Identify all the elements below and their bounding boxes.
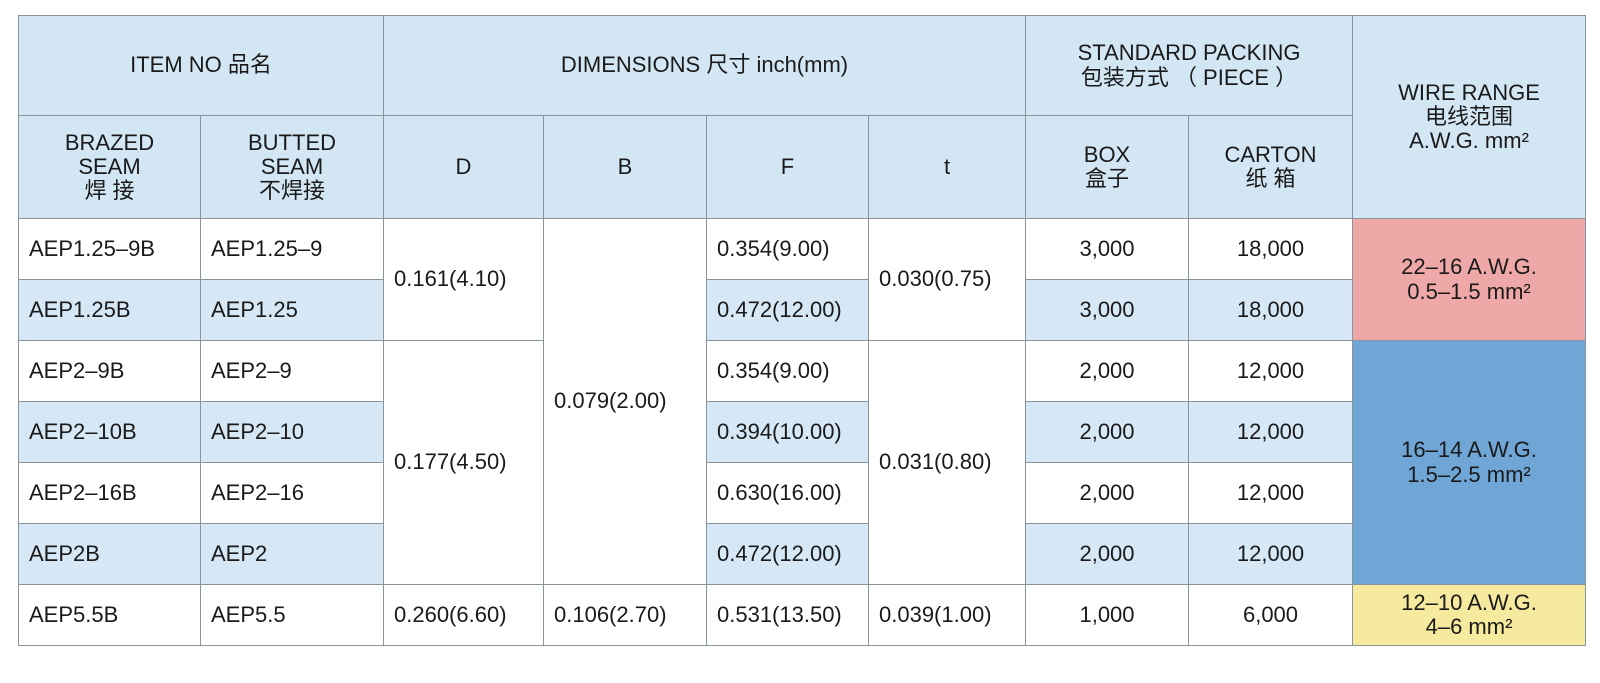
header-cell: B [543, 115, 707, 219]
cell: 3,000 [1025, 279, 1189, 341]
cell: 0.030(0.75) [868, 218, 1026, 341]
header-text: 盒子 [1084, 166, 1129, 191]
table-row: AEP2–9B AEP2–9 0.177(4.50) 0.354(9.00) 0.031… [18, 340, 1587, 585]
cell: AEP5.5 [200, 584, 384, 646]
header-cell: CARTON 纸 箱 [1187, 115, 1354, 219]
header-text: WIRE RANGE [1398, 79, 1540, 105]
cell: 0.031(0.80) [868, 340, 1026, 585]
cell: 12,000 [1187, 462, 1354, 524]
cell: AEP1.25 [200, 279, 384, 341]
header-cell: D [383, 115, 544, 219]
cell: 18,000 [1187, 279, 1354, 341]
header-text: BOX [1083, 141, 1131, 167]
table-row: AEP2–16B AEP2–16 0.630(16.00) 2,000 12,000 [18, 462, 1586, 524]
cell: 2,000 [1025, 523, 1189, 585]
wire-text: 1.5–2.5 mm² [1407, 461, 1531, 487]
table-body: AEP1.25–9B AEP1.25–9 0.161(4.10) 0.079(2.00… [18, 218, 1587, 646]
cell: 3,000 [1025, 218, 1189, 280]
cell: 0.079(2.00) [543, 218, 707, 585]
header-text: 包装方式 （ PIECE ） [1080, 64, 1298, 90]
cell: AEP5.5B [18, 584, 201, 646]
cell: AEP1.25–9B [18, 218, 201, 280]
header-cell: WIRE RANGE 电线范围 A.W.G. mm² [1352, 15, 1587, 219]
wire-cell: 22–16 A.W.G. 0.5–1.5 mm² [1352, 218, 1587, 341]
table-row: AEP2B AEP2 0.472(12.00) 2,000 12,000 [18, 523, 1586, 585]
header-cell: BRAZED SEAM 焊 接 [18, 115, 201, 219]
cell: 0.161(4.10) [383, 218, 544, 341]
wire-text: 0.5–1.5 mm² [1407, 278, 1531, 304]
cell: 0.354(9.00) [706, 340, 869, 402]
cell: 0.039(1.00) [868, 584, 1026, 646]
product-table: ITEM NO 品名 DIMENSIONS 尺寸 inch(mm) STANDA… [18, 15, 1587, 646]
cell: 0.472(12.00) [706, 523, 869, 585]
cell: 12,000 [1187, 523, 1354, 585]
cell: AEP1.25B [18, 279, 201, 341]
cell: 2,000 [1025, 462, 1189, 524]
cell: AEP2–16 [200, 462, 384, 524]
wire-text: 22–16 A.W.G. [1401, 254, 1537, 280]
cell: AEP2–9B [18, 340, 201, 402]
wire-cell: 12–10 A.W.G. 4–6 mm² [1352, 584, 1587, 646]
cell: 0.106(2.70) [543, 584, 707, 646]
header-cell: F [706, 115, 869, 219]
wire-cell: 16–14 A.W.G. 1.5–2.5 mm² [1352, 340, 1587, 585]
cell: AEP2–9 [200, 340, 384, 402]
header-text: A.W.G. mm² [1409, 128, 1529, 154]
header-text: BUTTED [248, 129, 336, 155]
header-text: 焊 接 [84, 178, 135, 204]
cell: 0.531(13.50) [706, 584, 869, 646]
header-text: CARTON [1224, 141, 1317, 167]
cell: 0.354(9.00) [706, 218, 869, 280]
cell: 0.260(6.60) [383, 584, 544, 646]
wire-text: 16–14 A.W.G. [1401, 437, 1537, 463]
header-text: 电线范围 [1425, 103, 1514, 129]
cell: AEP2–16B [18, 462, 201, 524]
header-cell: STANDARD PACKING 包装方式 （ PIECE ） [1024, 15, 1354, 116]
cell: 18,000 [1187, 218, 1354, 280]
header-text: BRAZED [64, 129, 155, 155]
cell: 0.630(16.00) [706, 462, 869, 524]
cell: AEP1.25–9 [200, 218, 384, 280]
cell: AEP2–10 [200, 401, 384, 463]
cell: 2,000 [1025, 340, 1189, 402]
cell: AEP2 [200, 523, 384, 585]
wire-text: 12–10 A.W.G. [1401, 589, 1537, 615]
header-text: SEAM [78, 153, 141, 179]
cell: 0.177(4.50) [383, 340, 544, 585]
table-row: AEP2–10B AEP2–10 0.394(10.00) 2,000 12,000 [18, 401, 1586, 463]
header-text: SEAM [260, 153, 324, 179]
header-cell: ITEM NO 品名 [18, 15, 384, 116]
table-row: AEP5.5B AEP5.5 0.260(6.60) 0.106(2.70) 0.531… [18, 584, 1587, 646]
cell: 0.472(12.00) [706, 279, 869, 341]
header-cell: DIMENSIONS 尺寸 inch(mm) [383, 15, 1026, 116]
cell: 0.394(10.00) [706, 401, 869, 463]
header-text: STANDARD PACKING [1077, 40, 1301, 66]
cell: AEP2B [18, 523, 201, 585]
cell: 6,000 [1187, 584, 1354, 646]
table-row: AEP1.25–9B AEP1.25–9 0.161(4.10) 0.079(2.00… [18, 218, 1587, 585]
header-cell: BOX 盒子 [1025, 115, 1189, 219]
header-cell: BUTTED SEAM 不焊接 [200, 115, 384, 219]
wire-text: 4–6 mm² [1425, 614, 1513, 639]
cell: 1,000 [1025, 584, 1189, 646]
header-cell: t [868, 115, 1026, 219]
cell: 12,000 [1187, 401, 1354, 463]
cell: 2,000 [1025, 401, 1189, 463]
cell: AEP2–10B [18, 401, 201, 463]
table-row: AEP1.25B AEP1.25 0.472(12.00) 3,000 18,000 [18, 279, 1586, 341]
header-text: 纸 箱 [1245, 166, 1296, 191]
header-text: 不焊接 [258, 178, 325, 204]
cell: 12,000 [1187, 340, 1354, 402]
